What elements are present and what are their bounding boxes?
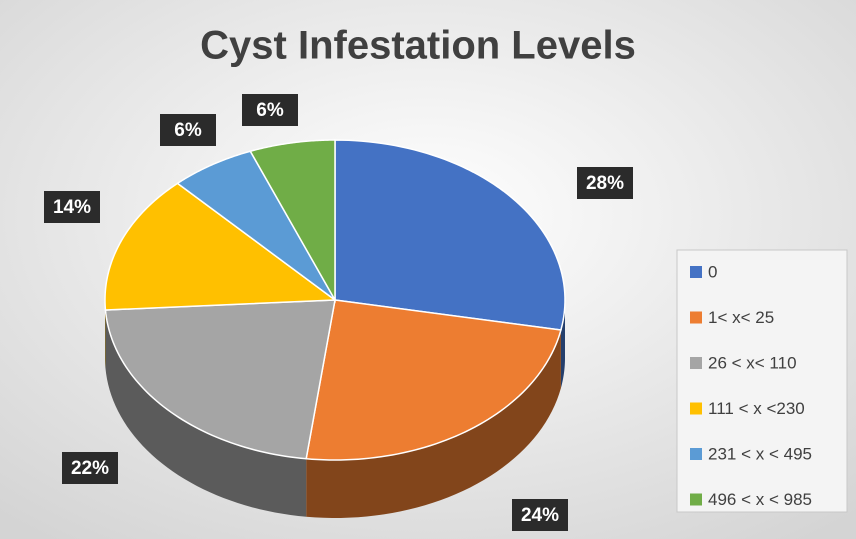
data-label: 28% bbox=[586, 173, 624, 194]
data-label: 14% bbox=[53, 197, 91, 218]
legend-swatch bbox=[690, 311, 702, 324]
slice bbox=[176, 150, 336, 301]
slice bbox=[104, 299, 336, 460]
legend-label: 26 < x< 110 bbox=[708, 353, 797, 372]
legend-swatch bbox=[690, 448, 702, 460]
legend-label: 496 < x < 985 bbox=[708, 490, 812, 509]
data-label: 6% bbox=[174, 120, 202, 141]
chart-title: Cyst Infestation Levels bbox=[200, 24, 636, 68]
slice-side bbox=[105, 310, 307, 517]
slice bbox=[249, 139, 336, 303]
legend-swatch bbox=[690, 402, 702, 415]
slice bbox=[104, 182, 338, 311]
legend-swatch bbox=[690, 493, 702, 506]
legend-swatch bbox=[690, 357, 702, 369]
legend-box bbox=[676, 249, 848, 513]
slice bbox=[334, 139, 566, 331]
legend-label: 0 bbox=[708, 262, 717, 281]
data-label-box bbox=[160, 114, 216, 146]
data-label: 24% bbox=[521, 505, 559, 526]
legend-swatch bbox=[690, 266, 702, 278]
data-label-box bbox=[577, 167, 633, 199]
data-label-box bbox=[44, 191, 100, 223]
legend-label: 231 < x < 495 bbox=[708, 444, 812, 463]
data-label-box bbox=[62, 452, 118, 484]
slice bbox=[305, 299, 562, 461]
legend-label: 111 < x <230 bbox=[708, 399, 805, 418]
slice-side bbox=[306, 329, 561, 518]
legend-label: 1< x< 25 bbox=[708, 308, 774, 327]
slice-side bbox=[560, 300, 565, 388]
data-label: 22% bbox=[71, 458, 109, 479]
data-label: 6% bbox=[256, 100, 284, 121]
data-label-box bbox=[512, 499, 568, 531]
data-label-box bbox=[242, 94, 298, 126]
